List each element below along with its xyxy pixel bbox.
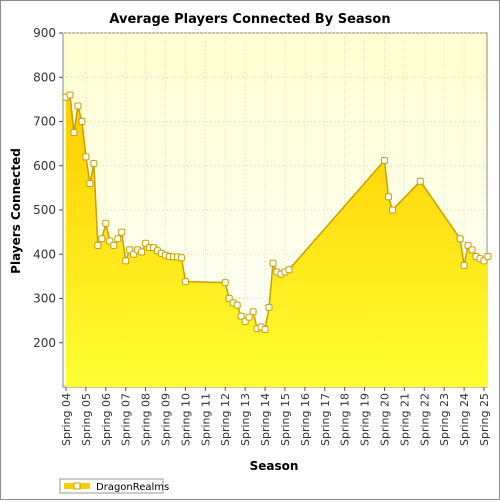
data-point <box>388 206 396 214</box>
data-point <box>122 257 130 265</box>
data-point <box>90 160 98 168</box>
x-tick-label: Spring 17 <box>319 393 332 446</box>
data-point <box>484 252 492 260</box>
x-tick-label: Spring 12 <box>219 393 232 446</box>
y-tick-label: 700 <box>33 115 56 129</box>
y-tick-label: 800 <box>33 70 56 84</box>
x-tick-label: Spring 04 <box>60 393 73 446</box>
legend-label: DragonRealms <box>96 482 169 493</box>
data-point <box>468 246 476 254</box>
x-tick-label: Spring 05 <box>80 393 93 446</box>
data-point <box>177 254 185 262</box>
legend-box <box>59 478 164 494</box>
data-point <box>456 235 464 243</box>
data-point <box>82 153 90 161</box>
x-tick-label: Spring 22 <box>418 393 431 446</box>
x-tick-label: Spring 25 <box>478 393 491 446</box>
y-tick-label: 600 <box>33 159 56 173</box>
data-point <box>249 308 257 316</box>
x-axis: Spring 04 Spring 05 Spring 06 Spring 07 Spri… <box>60 387 491 446</box>
y-tick-label: 500 <box>33 203 56 217</box>
x-tick-label: Spring 11 <box>199 393 212 446</box>
y-axis: 200 300 400 500 600 700 800 900 <box>33 26 63 350</box>
chart-title: Average Players Connected By Season <box>109 12 390 27</box>
x-tick-label: Spring 09 <box>160 393 173 446</box>
data-point <box>416 177 424 185</box>
data-point <box>237 312 245 320</box>
x-tick-label: Spring 07 <box>120 393 133 446</box>
data-point <box>86 179 94 187</box>
data-point <box>221 279 229 287</box>
legend: DragonRealms <box>59 478 169 494</box>
legend-marker-icon <box>73 482 81 490</box>
data-point <box>265 303 273 311</box>
data-point <box>94 241 102 249</box>
y-tick-label: 200 <box>33 336 56 350</box>
data-point <box>384 193 392 201</box>
x-tick-label: Spring 21 <box>398 393 411 446</box>
data-point <box>138 248 146 256</box>
y-tick-label: 300 <box>33 292 56 306</box>
data-point <box>78 118 86 125</box>
data-point <box>74 102 82 110</box>
x-tick-label: Spring 06 <box>100 393 113 446</box>
data-point <box>233 301 241 309</box>
data-point <box>261 325 269 333</box>
y-tick-label: 900 <box>33 26 56 40</box>
y-axis-label: Players Connected <box>9 148 23 274</box>
data-point <box>285 266 293 274</box>
data-point <box>98 235 106 243</box>
data-point <box>66 91 74 99</box>
x-tick-label: Spring 19 <box>359 393 372 446</box>
x-tick-label: Spring 14 <box>259 393 272 446</box>
data-point <box>102 219 110 227</box>
data-point <box>269 259 277 267</box>
x-tick-label: Spring 16 <box>299 393 312 446</box>
x-tick-label: Spring 15 <box>279 393 292 446</box>
x-tick-label: Spring 13 <box>239 393 252 446</box>
data-point <box>110 241 118 249</box>
data-point <box>70 129 78 137</box>
data-point <box>245 313 253 321</box>
data-markers <box>62 91 492 333</box>
x-tick-label: Spring 18 <box>339 393 352 446</box>
x-axis-label: Season <box>250 459 299 473</box>
data-point <box>460 261 468 269</box>
x-tick-label: Spring 08 <box>140 393 153 446</box>
x-tick-label: Spring 10 <box>179 393 192 446</box>
series-area-fill <box>66 94 488 387</box>
x-tick-label: Spring 24 <box>458 393 471 446</box>
y-tick-label: 400 <box>33 247 56 261</box>
x-tick-label: Spring 20 <box>378 393 391 446</box>
data-point <box>380 156 388 164</box>
x-tick-label: Spring 23 <box>438 393 451 446</box>
data-point <box>114 235 122 243</box>
data-point <box>181 278 189 286</box>
data-point <box>118 228 126 236</box>
